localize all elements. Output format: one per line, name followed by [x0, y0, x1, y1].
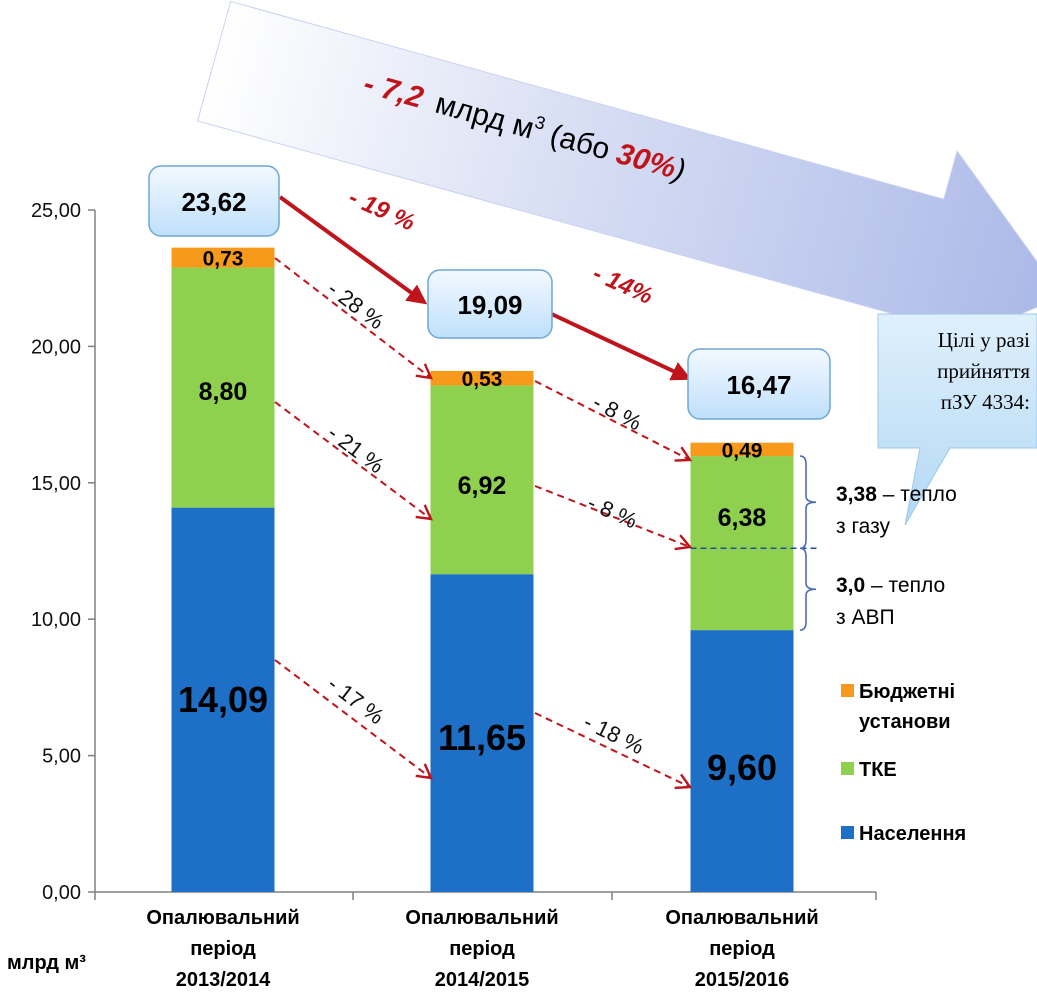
tke-2-change-label: - 8 %	[584, 490, 641, 534]
bar-population	[430, 574, 534, 892]
total-box	[148, 165, 280, 237]
legend-label-tke: ТКЕ	[859, 759, 897, 781]
population-arrow	[274, 659, 433, 780]
bar-population	[171, 507, 275, 892]
category-label: Опалювальний	[146, 907, 299, 929]
targets-callout: Цілі у разі прийняття пЗУ 4334:	[877, 313, 1037, 526]
total-value: 16,47	[726, 370, 791, 400]
legend-label-budget-1: Бюджетні	[859, 681, 955, 703]
category-label: період	[190, 938, 256, 960]
bar-tke	[690, 456, 794, 631]
segment-labels: 14,09 8,80 0,73 11,65 6,92 0,53 9,60 6,38 0,49	[178, 248, 777, 788]
population-2-change-label: - 18 %	[580, 709, 648, 759]
category-label: Опалювальний	[665, 907, 818, 929]
total-boxes: - 19 % - 14% 23,62 19,09 16,47	[148, 165, 831, 420]
budget-change-label: - 28 %	[323, 276, 389, 334]
y-unit-text: млрд м³	[7, 952, 86, 974]
value-label-budget: 0,73	[203, 248, 244, 271]
note-gas-text: – тепло	[877, 483, 957, 506]
total-box	[427, 269, 553, 339]
category-label: 2014/2015	[435, 969, 530, 991]
total-box	[687, 348, 831, 420]
population-2-arrow	[534, 712, 693, 790]
tke-2-arrow	[534, 485, 693, 551]
note-gas-value: 3,38	[836, 483, 877, 506]
total-change-label: - 14%	[589, 260, 657, 310]
value-label-population: 11,65	[438, 717, 526, 758]
category-label: Опалювальний	[405, 907, 558, 929]
budget-2-change-label: - 8 %	[589, 389, 646, 435]
y-tick-label: 0,00	[42, 882, 81, 904]
note-avp: 3,0 – тепло	[836, 574, 945, 597]
legend-swatch-population	[841, 826, 854, 839]
callout-line-2: прийняття	[937, 359, 1030, 383]
value-label-tke: 6,92	[458, 472, 507, 500]
bar-budget	[430, 370, 534, 386]
note-avp-text: – тепло	[865, 574, 945, 597]
tke-arrow	[274, 401, 433, 521]
brace-top	[799, 455, 817, 550]
bar-budget	[171, 247, 275, 268]
bars	[171, 247, 794, 892]
tke-change-label: - 21 %	[323, 420, 389, 478]
bar-budget	[690, 442, 794, 457]
budget-2-arrow	[534, 380, 693, 462]
y-axis: 0,00 5,00 10,00 15,00 20,00 25,00	[31, 200, 877, 904]
budget-arrow	[274, 257, 433, 380]
note-avp-value: 3,0	[836, 574, 865, 597]
split-annotation: 3,38 – тепло з газу 3,0 – тепло з АВП	[690, 455, 957, 631]
total-value: 23,62	[181, 187, 246, 217]
callout-line-3: пЗУ 4334:	[941, 390, 1030, 414]
legend-label-population: Населення	[859, 823, 966, 845]
legend-label-budget-2: установи	[859, 711, 951, 733]
value-label-budget: 0,53	[462, 368, 503, 391]
value-label-population: 14,09	[178, 679, 268, 720]
total-change-arrow	[542, 308, 692, 381]
bar-population	[690, 630, 794, 892]
note-gas: 3,38 – тепло	[836, 483, 957, 506]
category-label: період	[709, 938, 775, 960]
callout-line-1: Цілі у разі	[938, 328, 1030, 352]
bar-tke	[430, 385, 534, 575]
y-unit-label: млрд м³	[7, 952, 86, 974]
value-label-budget: 0,49	[722, 439, 763, 462]
value-label-tke: 6,38	[718, 504, 767, 532]
legend-swatch-tke	[841, 762, 854, 775]
total-change-label: - 19 %	[345, 184, 419, 237]
total-value: 19,09	[457, 290, 522, 320]
category-label: період	[449, 938, 515, 960]
y-tick-label: 5,00	[42, 746, 81, 768]
bar-tke	[171, 267, 275, 508]
value-label-population: 9,60	[707, 747, 777, 788]
legend-swatch-budget	[841, 684, 854, 697]
brace-bottom	[799, 547, 817, 631]
y-tick-label: 10,00	[31, 609, 81, 631]
category-labels: Опалювальний період 2013/2014 Опалювальний п…	[146, 907, 818, 991]
note-gas-line2: з газу	[836, 515, 890, 538]
total-change-arrow	[278, 195, 428, 305]
legend: Бюджетні установи ТКЕ Населення	[841, 681, 966, 845]
category-label: 2013/2014	[176, 969, 271, 991]
y-tick-label: 15,00	[31, 473, 81, 495]
y-tick-label: 20,00	[31, 336, 81, 358]
category-label: 2015/2016	[695, 969, 790, 991]
y-tick-label: 25,00	[31, 200, 81, 222]
value-label-tke: 8,80	[199, 378, 248, 406]
note-avp-line2: з АВП	[836, 606, 895, 629]
